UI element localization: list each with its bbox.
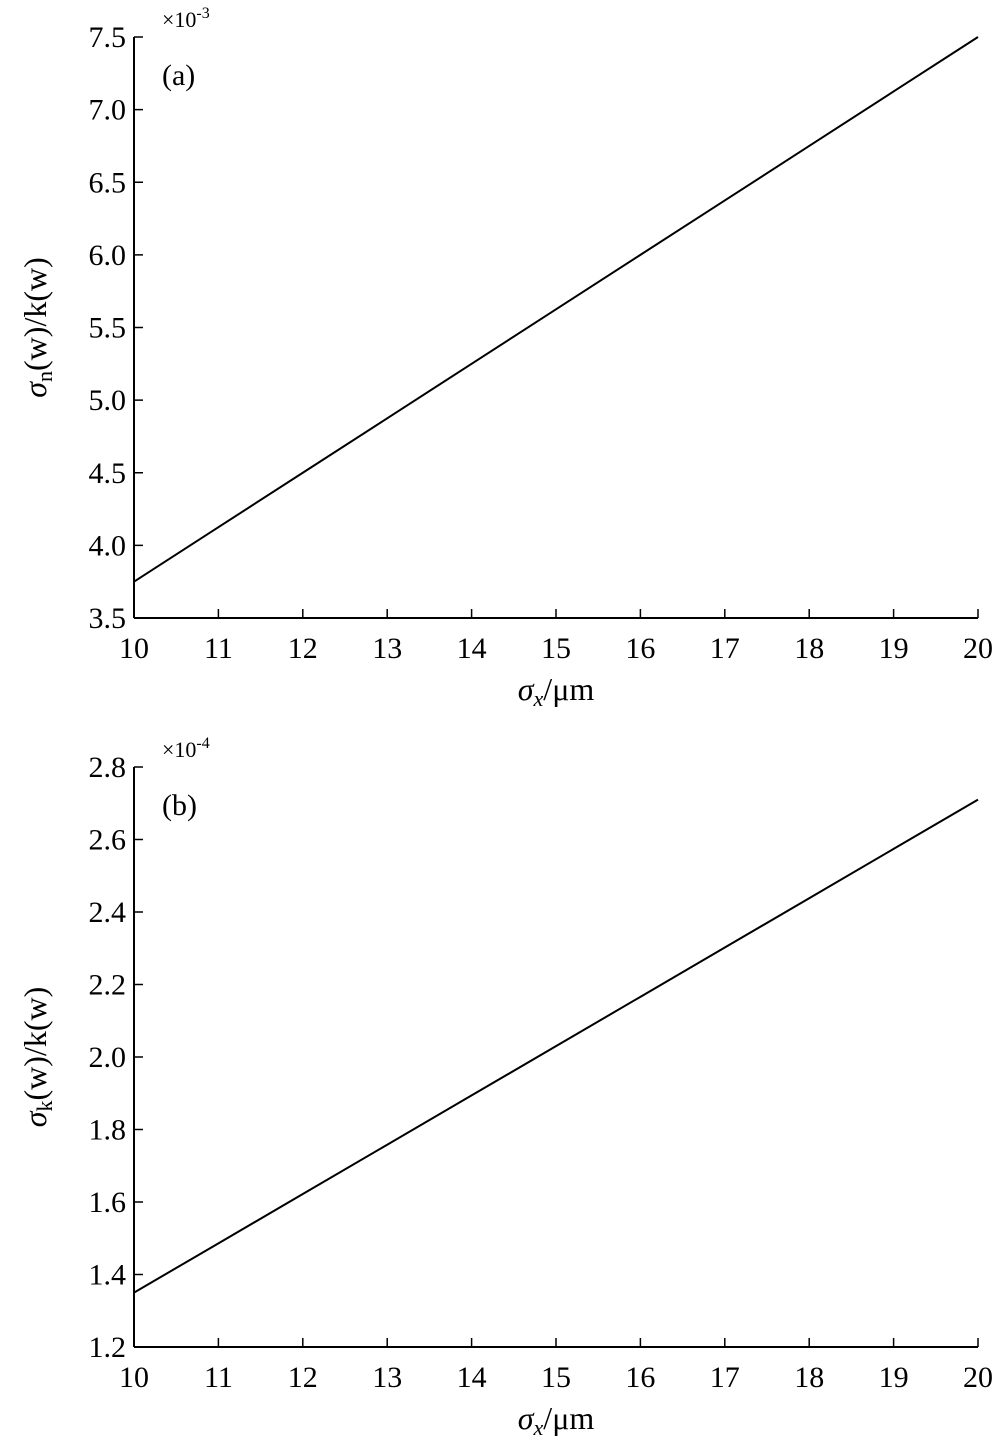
y-tick-label: 5.5 — [89, 312, 127, 345]
y-tick-label: 1.4 — [89, 1259, 127, 1292]
x-tick-label: 10 — [119, 1361, 149, 1394]
y-tick-label: 6.5 — [89, 166, 127, 199]
x-tick-label: 15 — [541, 632, 571, 665]
x-tick-label: 13 — [372, 1361, 402, 1394]
x-axis-title: σx/μm — [518, 671, 595, 711]
x-tick-label: 17 — [710, 1361, 740, 1394]
multiplier-label: ×10-3 — [162, 5, 210, 32]
y-tick-label: 7.5 — [89, 21, 127, 54]
y-tick-label: 1.6 — [89, 1186, 127, 1219]
x-tick-label: 15 — [541, 1361, 571, 1394]
x-tick-label: 12 — [288, 632, 318, 665]
y-tick-label: 1.2 — [89, 1331, 127, 1364]
y-tick-label: 6.0 — [89, 239, 127, 272]
y-axis-title: σk(w)/k(w) — [17, 987, 57, 1128]
x-tick-label: 10 — [119, 632, 149, 665]
y-axis-title: σn(w)/k(w) — [17, 257, 57, 398]
x-tick-label: 14 — [457, 632, 487, 665]
y-tick-label: 2.4 — [89, 896, 127, 929]
multiplier-label: ×10-4 — [162, 735, 210, 762]
y-tick-label: 1.8 — [89, 1114, 127, 1147]
x-tick-label: 11 — [204, 632, 233, 665]
y-tick-label: 2.6 — [89, 824, 127, 857]
y-tick-label: 4.0 — [89, 529, 127, 562]
x-tick-label: 20 — [963, 1361, 993, 1394]
series-line — [133, 36, 979, 583]
y-tick-label: 2.8 — [89, 751, 127, 784]
x-tick-label: 13 — [372, 632, 402, 665]
panel-label: (b) — [162, 789, 197, 822]
x-tick-label: 18 — [794, 632, 824, 665]
x-tick-label: 16 — [625, 1361, 655, 1394]
x-tick-label: 14 — [457, 1361, 487, 1394]
y-tick-label: 7.0 — [89, 94, 127, 127]
x-tick-label: 12 — [288, 1361, 318, 1394]
x-tick-label: 17 — [710, 632, 740, 665]
y-tick-label: 5.0 — [89, 384, 127, 417]
y-tick-label: 3.5 — [89, 602, 127, 635]
y-tick-label: 4.5 — [89, 457, 127, 490]
x-tick-label: 11 — [204, 1361, 233, 1394]
x-tick-label: 19 — [879, 632, 909, 665]
x-tick-label: 18 — [794, 1361, 824, 1394]
chart-panel-0: 10 11 12 13 14 15 16 17 18 19 20 3.5 4.0 4.5 5.0 5.5 6.0… — [17, 5, 993, 711]
x-tick-label: 19 — [879, 1361, 909, 1394]
chart-panel-1: 10 11 12 13 14 15 16 17 18 19 20 1.2 1.4 1.6 1.8 2.0 2.2… — [17, 735, 993, 1440]
panel-label: (a) — [162, 59, 195, 92]
x-tick-label: 16 — [625, 632, 655, 665]
y-tick-label: 2.0 — [89, 1041, 127, 1074]
y-tick-label: 2.2 — [89, 969, 127, 1002]
series-line — [133, 798, 979, 1294]
x-tick-label: 20 — [963, 632, 993, 665]
x-axis-title: σx/μm — [518, 1400, 595, 1440]
